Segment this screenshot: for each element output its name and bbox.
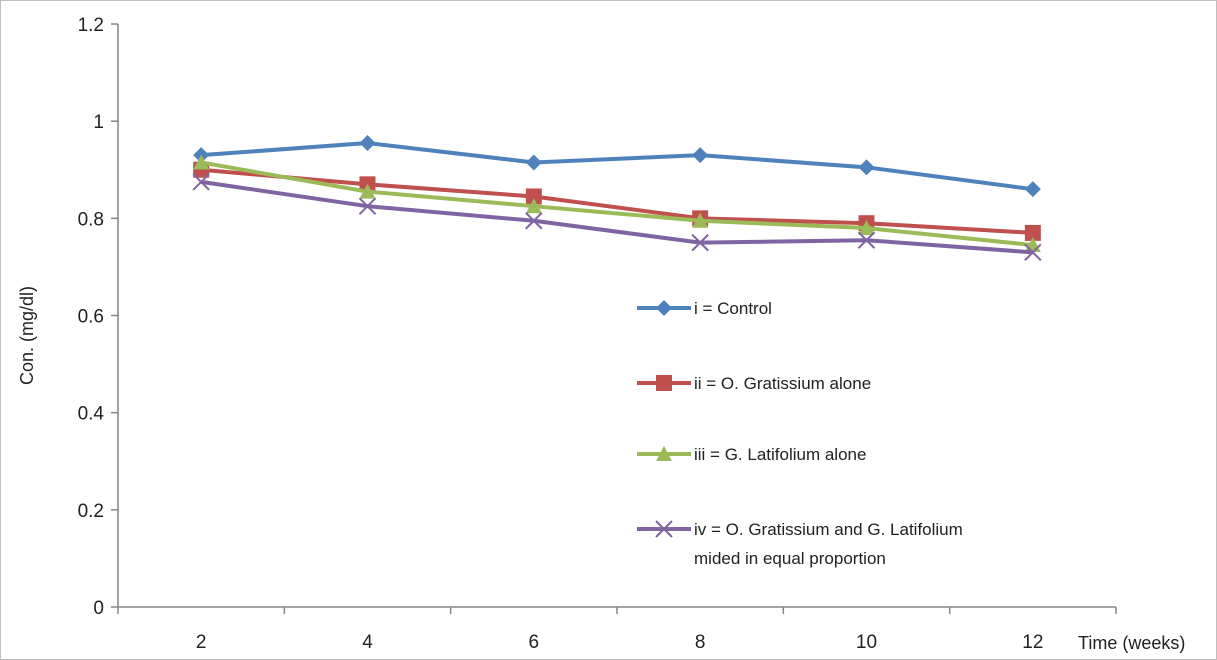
data-point-marker: [692, 212, 709, 228]
legend-swatch-marker: [655, 520, 673, 538]
data-point-marker: [359, 135, 376, 152]
y-tick-label: 1: [93, 112, 104, 133]
legend-swatch-marker: [656, 446, 672, 461]
data-point-marker: [358, 197, 377, 215]
x-axis-title: Time (weeks): [1078, 633, 1185, 653]
series-line: [200, 179, 1033, 255]
data-point-marker: [858, 220, 875, 236]
x-tick-label: 12: [1022, 632, 1043, 653]
x-tick-label: 4: [362, 632, 373, 653]
y-tick-label: 0: [93, 598, 104, 619]
data-point-marker: [525, 154, 542, 171]
y-axis-ticks: 0 0.2 0.4 0.6 0.8 1 1.2: [78, 15, 118, 619]
x-tick-label: 2: [196, 632, 207, 653]
data-point-marker: [359, 183, 376, 199]
y-tick-label: 1.2: [78, 15, 104, 36]
y-tick-label: 0.6: [78, 307, 104, 328]
data-point-marker: [525, 188, 542, 205]
data-point-marker: [193, 154, 210, 170]
data-point-marker: [1024, 243, 1042, 262]
data-point-marker: [525, 198, 542, 214]
x-tick-label: 6: [529, 632, 540, 653]
data-point-marker: [857, 231, 876, 249]
legend-label: iv = O. Gratissium and G. Latifolium: [694, 520, 963, 539]
y-tick-label: 0.2: [78, 501, 104, 522]
data-point-marker: [858, 159, 875, 176]
data-point-marker: [691, 233, 709, 252]
legend-item: iii = G. Latifolium alone: [637, 445, 866, 464]
legend: i = Control ii = O. Gratissium alone iii =…: [637, 299, 963, 568]
x-tick-label: 10: [856, 632, 877, 653]
data-point-marker: [692, 147, 709, 164]
y-axis-title: Con. (mg/dl): [17, 286, 37, 385]
legend-item: iv = O. Gratissium and G. Latifolium mide…: [637, 520, 963, 568]
series-line: [200, 167, 1033, 235]
data-point-marker: [1024, 224, 1041, 241]
legend-item: ii = O. Gratissium alone: [637, 374, 871, 393]
legend-swatch-marker: [656, 300, 672, 316]
data-point-marker: [192, 173, 210, 191]
legend-label: ii = O. Gratissium alone: [694, 374, 871, 393]
y-tick-label: 0.4: [78, 404, 105, 425]
data-point-marker: [1024, 181, 1041, 198]
series-3: [193, 154, 1041, 253]
series-line: [200, 160, 1034, 248]
series-1: [193, 135, 1041, 198]
legend-label-line2: mided in equal proportion: [694, 549, 886, 568]
legend-label: iii = G. Latifolium alone: [694, 445, 866, 464]
series-line: [201, 141, 1034, 192]
legend-label: i = Control: [694, 299, 772, 318]
series-4: [192, 173, 1042, 262]
series-layer: [192, 135, 1042, 262]
data-point-marker: [525, 212, 543, 230]
y-tick-label: 0.8: [78, 209, 104, 230]
x-axis-ticks: 2 4 6 8 10 12: [117, 607, 1117, 653]
legend-swatch-marker: [656, 375, 672, 391]
legend-item: i = Control: [637, 299, 772, 318]
x-tick-label: 8: [695, 632, 706, 653]
